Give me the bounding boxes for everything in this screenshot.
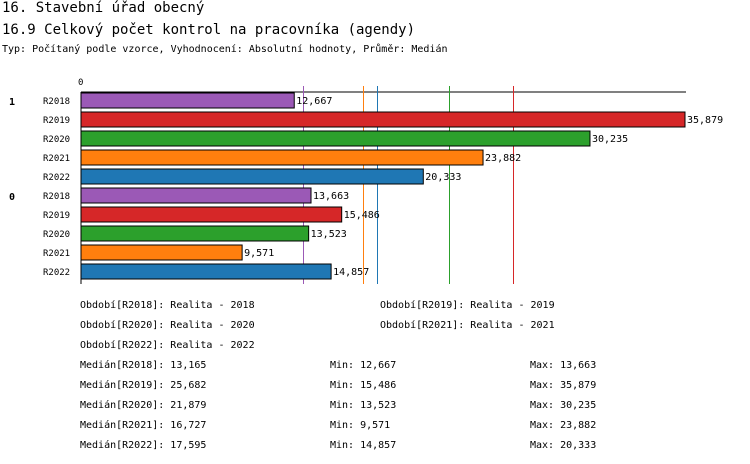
category-label-r2022: R2022 [43,268,70,278]
group-label-1: 1 [9,97,15,108]
bar-0-r2018 [80,187,312,204]
page-title: 16. Stavební úřad obecný [2,0,205,16]
bar-0-r2020 [80,225,310,242]
bar-value-label-0-r2019: 15,486 [344,210,380,221]
bar-value-label-1-r2019: 35,879 [687,115,723,126]
stat-min-r2018: Min: 12,667 [330,360,397,371]
stat-min-r2021: Min: 9,571 [330,420,391,431]
stat-max-r2020: Max: 30,235 [530,400,597,411]
category-label-r2021: R2021 [43,249,70,259]
x-axis-zero-label: 0 [78,78,83,88]
category-label-r2020: R2020 [43,135,70,145]
bar-0-r2022 [80,263,332,280]
bar-value-label-1-r2018: 12,667 [296,96,332,107]
stat-min-r2020: Min: 13,523 [330,400,397,411]
category-label-r2019: R2019 [43,211,70,221]
bar-value-label-0-r2021: 9,571 [244,248,274,259]
bar-value-label-0-r2018: 13,663 [313,191,349,202]
stat-max-r2022: Max: 20,333 [530,440,597,451]
stat-max-r2018: Max: 13,663 [530,360,597,371]
category-label-r2018: R2018 [43,192,70,202]
chart-description: Typ: Počítaný podle vzorce, Vyhodnocení:… [2,44,448,55]
legend-period-r2022: Období[R2022]: Realita - 2022 [80,340,255,351]
bar-0-r2021 [80,244,243,261]
legend-period-r2021: Období[R2021]: Realita - 2021 [380,320,555,331]
category-label-r2018: R2018 [43,97,70,107]
stat-max-r2019: Max: 35,879 [530,380,597,391]
stat-median-r2022: Medián[R2022]: 17,595 [80,440,207,451]
category-label-r2020: R2020 [43,230,70,240]
bar-1-r2021 [80,149,484,166]
category-label-r2022: R2022 [43,173,70,183]
category-label-r2021: R2021 [43,154,70,164]
bar-1-r2018 [80,92,295,109]
stat-min-r2019: Min: 15,486 [330,380,397,391]
stat-min-r2022: Min: 14,857 [330,440,397,451]
legend-period-r2020: Období[R2020]: Realita - 2020 [80,320,255,331]
bar-1-r2022 [80,168,424,185]
bar-chart: 0 1 R2018 12,667 R2019 35,879 R2020 30,235 R2021… [9,78,723,284]
stat-median-r2019: Medián[R2019]: 25,682 [80,380,207,391]
bar-value-label-0-r2020: 13,523 [311,229,347,240]
legend-period-r2019: Období[R2019]: Realita - 2019 [380,300,555,311]
stat-median-r2018: Medián[R2018]: 13,165 [80,360,207,371]
bar-value-label-1-r2021: 23,882 [485,153,521,164]
bar-value-label-0-r2022: 14,857 [333,267,369,278]
bar-value-label-1-r2020: 30,235 [592,134,628,145]
bar-1-r2020 [80,130,591,147]
category-label-r2019: R2019 [43,116,70,126]
chart-subtitle: 16.9 Celkový počet kontrol na pracovníka… [2,22,416,38]
legend-period-r2018: Období[R2018]: Realita - 2018 [80,300,255,311]
stat-max-r2021: Max: 23,882 [530,420,597,431]
bar-0-r2019 [80,206,343,223]
stat-median-r2020: Medián[R2020]: 21,879 [80,400,207,411]
stat-median-r2021: Medián[R2021]: 16,727 [80,420,207,431]
group-label-0: 0 [9,192,15,203]
bar-1-r2019 [80,111,686,128]
bar-value-label-1-r2022: 20,333 [425,172,461,183]
